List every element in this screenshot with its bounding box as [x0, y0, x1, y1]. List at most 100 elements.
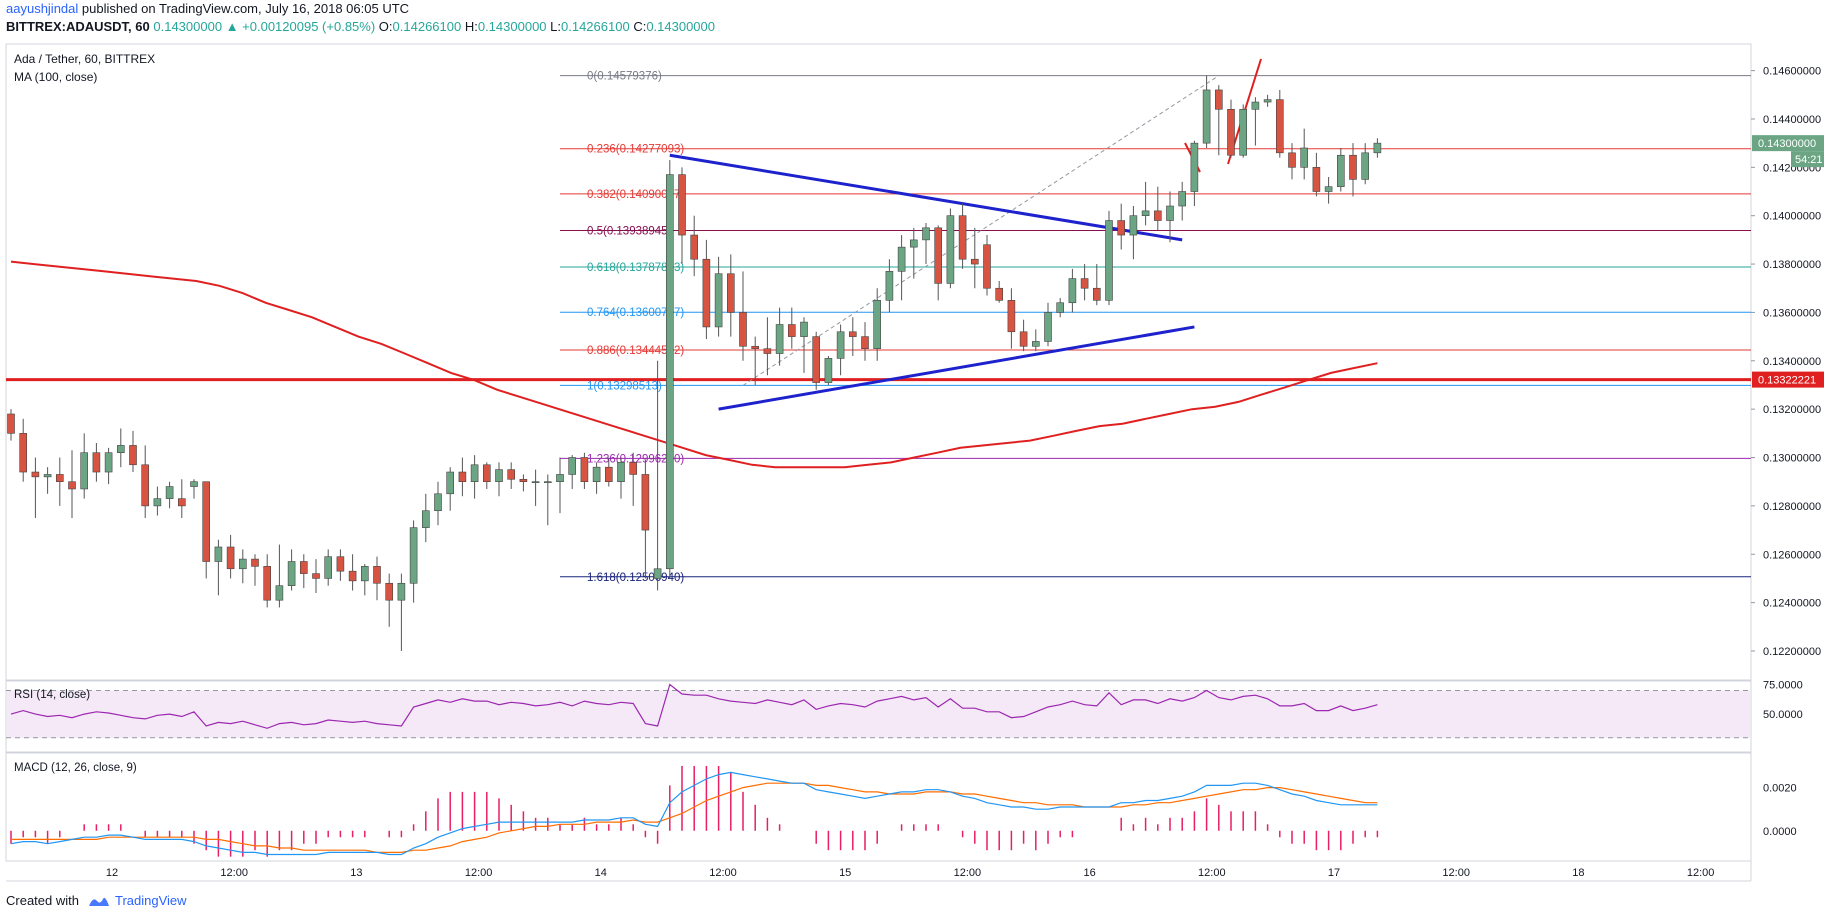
candle-body [214, 546, 223, 562]
candle-body [1178, 191, 1186, 207]
candle-body [1141, 210, 1150, 216]
fib-level-label: 1(0.13298513) [587, 380, 662, 392]
time-tick-label: 16 [1083, 867, 1095, 879]
time-tick-label: 14 [595, 867, 607, 879]
fib-level-label: 0.764(0.13600797) [587, 307, 684, 319]
price-tick-label: 0.12200000 [1763, 646, 1821, 658]
candle-body [1166, 205, 1174, 221]
candle-body [653, 568, 662, 579]
candle-body [507, 469, 516, 480]
candle-body [1373, 142, 1382, 154]
candle-body [604, 466, 613, 483]
candle-body [458, 471, 467, 483]
price-change: ▲ +0.00120095 (+0.85%) [225, 19, 376, 34]
candle-body [995, 287, 1004, 301]
candle-body [763, 348, 772, 354]
time-tick-label: 17 [1328, 867, 1340, 879]
time-tick-label: 12:00 [954, 867, 982, 879]
candle-body [1202, 89, 1211, 144]
candle-body [7, 413, 15, 434]
candle-body [446, 471, 455, 495]
candle-body [885, 271, 894, 301]
candle-body [43, 474, 52, 478]
symbol-label[interactable]: BITTREX:ADAUSDT, 60 [6, 19, 150, 34]
candle-body [775, 324, 784, 354]
time-tick-label: 12:00 [709, 867, 737, 879]
time-tick-label: 12:00 [1198, 867, 1226, 879]
fib-level-label: 1.236(0.12996230) [587, 453, 684, 465]
trendline [669, 153, 1183, 242]
candle-body [409, 527, 418, 584]
candle-body [312, 573, 320, 579]
candle-body [19, 433, 28, 473]
price-tick-label: 0.13000000 [1763, 453, 1821, 465]
open-label: O: [378, 19, 393, 34]
candle-body [751, 345, 760, 349]
fib-level-label: 0.618(0.13787803) [587, 262, 684, 274]
open-value: 0.14266100 [392, 19, 462, 34]
candle-body [665, 174, 674, 570]
candle-body [909, 239, 918, 248]
candle-body [934, 227, 943, 284]
candle-body [1056, 302, 1064, 313]
candle-body [373, 566, 381, 584]
current-price-label: 0.14300000 [1758, 138, 1816, 150]
candle-body [239, 558, 247, 570]
candle-body [117, 445, 125, 453]
price-tick-label: 0.14000000 [1763, 211, 1821, 223]
macd-label: MACD (12, 26, close, 9) [14, 762, 137, 774]
price-tick-label: 0.12600000 [1763, 549, 1821, 561]
fib-anchor-line [742, 75, 1220, 386]
main-pane [5, 43, 1752, 681]
countdown-label: 54:21 [1795, 154, 1823, 166]
candle-body [263, 566, 272, 601]
author-link[interactable]: aayushjindal [6, 1, 79, 16]
candle-body [1263, 99, 1272, 103]
candle-body [80, 452, 88, 490]
candle-body [1251, 101, 1260, 110]
price-tick-label: 0.13200000 [1763, 404, 1821, 416]
candle-body [726, 273, 735, 313]
candle-body [531, 481, 540, 484]
price-tick-label: 0.12800000 [1763, 501, 1821, 513]
price-tick-label: 0.14400000 [1763, 114, 1821, 126]
time-tick-label: 12:00 [1442, 867, 1470, 879]
tradingview-brand: TradingView [114, 893, 187, 908]
candle-body [787, 324, 796, 337]
candle-body [592, 466, 601, 483]
candle-body [324, 556, 333, 579]
close-label: C: [633, 19, 647, 34]
candle-body [31, 471, 40, 478]
candle-body [104, 452, 113, 473]
footer: Created with TradingView [6, 893, 187, 908]
current-price-tag [1752, 135, 1824, 152]
candle-body [190, 481, 198, 487]
candle-body [946, 215, 955, 284]
fib-level-label: 0.382(0.14090087) [587, 189, 684, 201]
created-with-text: Created with [6, 893, 79, 908]
candle-body [1324, 186, 1333, 192]
candle-body [299, 561, 308, 574]
candle-body [800, 321, 808, 337]
candle-body [336, 556, 345, 572]
candle-body [848, 331, 857, 337]
candle-body [360, 566, 369, 582]
price-tick-label: 0.13400000 [1763, 356, 1821, 368]
ma100-line [10, 260, 1378, 469]
candle-body [836, 331, 845, 359]
fib-level-label: 0.5(0.13938945) [587, 225, 672, 237]
candle-body [739, 312, 747, 347]
low-label: L: [550, 19, 561, 34]
candle-body [970, 258, 979, 265]
support-price-label: 0.13322221 [1758, 375, 1816, 387]
candle-body [434, 493, 442, 512]
tradingview-logo-icon [88, 897, 109, 906]
tradingview-link[interactable]: TradingView [87, 893, 187, 908]
candle-body [1215, 89, 1223, 110]
candle-body [385, 582, 394, 601]
time-tick-label: 12:00 [220, 867, 248, 879]
candle-body [153, 498, 162, 507]
candle-body [1129, 215, 1138, 236]
last-price: 0.14300000 [153, 19, 223, 34]
